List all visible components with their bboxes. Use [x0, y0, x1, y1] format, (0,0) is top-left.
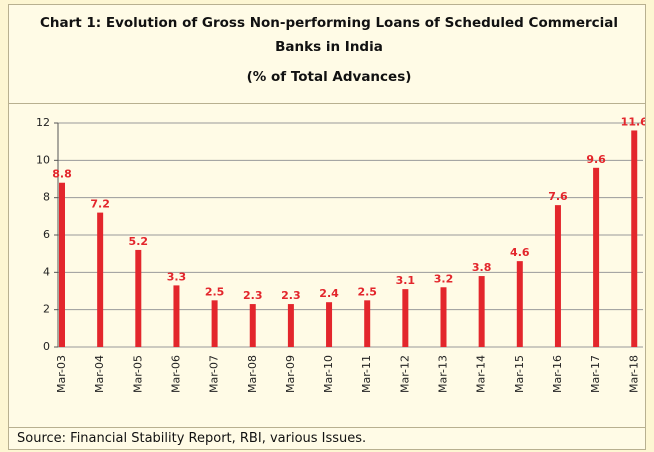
value-label: 3.2: [434, 272, 454, 285]
bar: [326, 302, 333, 347]
chart-subtitle: (% of Total Advances): [246, 69, 412, 85]
x-tick-label: Mar-11: [360, 355, 373, 393]
value-label: 4.6: [510, 246, 530, 259]
value-label: 9.6: [586, 153, 606, 166]
bar: [593, 167, 600, 347]
value-label: 3.1: [396, 274, 416, 287]
x-tick-label: Mar-17: [589, 355, 602, 393]
bar: [59, 182, 65, 347]
x-tick-label: Mar-04: [93, 355, 106, 393]
x-tick-label: Mar-18: [627, 355, 640, 393]
x-tick-label: Mar-15: [513, 355, 526, 393]
value-label: 3.8: [472, 261, 492, 274]
bar: [554, 205, 561, 347]
x-tick-label: Mar-07: [208, 355, 221, 393]
chart: 0 2 4 6 8 10 12 Mar-03 8.8 Mar-04 7.2 Mar-05 5.2 Mar-…: [36, 115, 645, 393]
y-tick-label: 10: [36, 153, 50, 166]
value-label: 2.4: [319, 287, 339, 300]
bar: [97, 212, 104, 347]
value-label: 2.5: [357, 285, 377, 298]
x-tick-label: Mar-05: [131, 355, 144, 393]
x-tick-label: Mar-06: [169, 355, 182, 393]
bar: [516, 261, 523, 347]
value-label: 3.3: [167, 270, 187, 283]
x-tick-label: Mar-13: [437, 355, 450, 393]
value-label: 7.6: [548, 190, 568, 203]
y-tick-label: 12: [36, 116, 50, 129]
bar: [440, 287, 447, 347]
value-label: 8.8: [52, 168, 72, 181]
bar: [631, 130, 638, 347]
y-tick-label: 8: [43, 191, 50, 204]
bar: [173, 285, 180, 347]
value-label: 2.3: [281, 289, 301, 302]
bar: [135, 249, 142, 347]
separator: [9, 427, 645, 428]
x-tick-label: Mar-08: [246, 355, 259, 393]
bar: [287, 304, 294, 347]
value-label: 2.5: [205, 285, 225, 298]
x-tick-label: Mar-12: [398, 355, 411, 393]
x-tick-label: Mar-03: [55, 355, 68, 393]
bar: [249, 304, 256, 347]
value-label: 11.6: [621, 115, 645, 128]
y-tick-label: 6: [43, 228, 50, 241]
separator: [9, 103, 645, 104]
x-tick-label: Mar-09: [284, 355, 297, 393]
x-tick-label: Mar-10: [322, 355, 335, 393]
bar: [478, 276, 485, 347]
y-tick-label: 4: [43, 265, 50, 278]
y-tick-label: 0: [43, 340, 50, 353]
value-label: 5.2: [129, 235, 149, 248]
frame: Chart 1: Evolution of Gross Non-performi…: [8, 4, 646, 450]
x-tick-label: Mar-16: [551, 355, 564, 393]
source-note: Source: Financial Stability Report, RBI,…: [17, 431, 367, 446]
bar: [364, 300, 371, 347]
x-tick-label: Mar-14: [475, 355, 488, 393]
bar: [402, 289, 409, 347]
y-tick-label: 2: [43, 303, 50, 316]
value-label: 2.3: [243, 289, 263, 302]
value-label: 7.2: [90, 198, 110, 211]
chart-title: Chart 1: Evolution of Gross Non-performi…: [39, 15, 619, 55]
bar: [211, 300, 218, 347]
